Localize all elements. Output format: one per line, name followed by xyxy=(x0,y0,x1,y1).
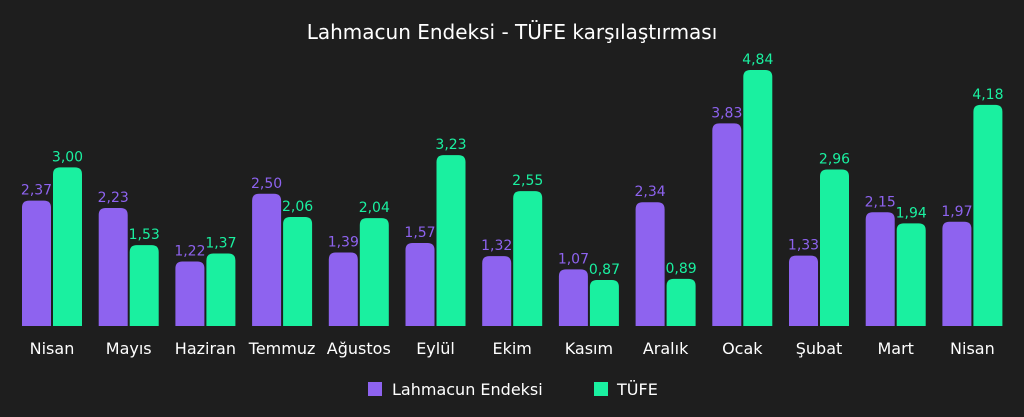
value-label-tufe-6: 3,23 xyxy=(435,137,466,153)
value-label-lahmacun-13: 1,97 xyxy=(941,204,972,220)
value-label-tufe-12: 1,94 xyxy=(896,205,927,221)
value-label-tufe-8: 0,87 xyxy=(589,262,620,278)
bar-tufe-5 xyxy=(359,218,389,326)
category-label-9: Aralık xyxy=(643,339,689,358)
bar-lahmacun-3 xyxy=(175,261,205,326)
bar-tufe-6 xyxy=(436,155,466,326)
bar-tufe-1 xyxy=(53,167,82,326)
category-label-2: Mayıs xyxy=(106,339,152,358)
value-label-tufe-3: 1,37 xyxy=(205,236,236,252)
bar-tufe-2 xyxy=(129,245,159,326)
bar-lahmacun-7 xyxy=(482,256,512,326)
category-label-10: Ocak xyxy=(722,339,763,358)
category-label-4: Temmuz xyxy=(248,339,316,358)
legend-label-tufe: TÜFE xyxy=(616,380,658,399)
category-label-7: Ekim xyxy=(492,339,531,358)
labels-layer: 2,37 3,00 Nisan 2,23 1,53 Mayıs 1,22 1,37 Hazira… xyxy=(21,52,1004,358)
value-label-lahmacun-2: 2,23 xyxy=(98,190,129,206)
bar-lahmacun-1 xyxy=(22,200,51,326)
value-label-lahmacun-1: 2,37 xyxy=(21,183,52,199)
bar-tufe-13 xyxy=(973,104,1003,326)
legend-label-lahmacun: Lahmacun Endeksi xyxy=(392,380,543,399)
bar-tufe-4 xyxy=(283,217,313,326)
value-label-lahmacun-4: 2,50 xyxy=(251,176,282,192)
bar-tufe-9 xyxy=(666,278,696,326)
category-label-13: Nisan xyxy=(950,339,995,358)
value-label-lahmacun-9: 2,34 xyxy=(635,184,666,200)
chart-title: Lahmacun Endeksi - TÜFE karşılaştırması xyxy=(307,20,718,44)
value-label-tufe-7: 2,55 xyxy=(512,173,543,189)
bar-lahmacun-4 xyxy=(252,193,282,326)
value-label-tufe-13: 4,18 xyxy=(972,87,1003,103)
bar-lahmacun-9 xyxy=(635,202,665,326)
category-label-8: Kasım xyxy=(565,339,613,358)
value-label-tufe-2: 1,53 xyxy=(129,227,160,243)
bar-lahmacun-13 xyxy=(942,221,972,326)
bar-tufe-7 xyxy=(513,191,543,326)
bar-lahmacun-2 xyxy=(98,208,128,326)
value-label-tufe-5: 2,04 xyxy=(359,200,390,216)
legend: Lahmacun Endeksi TÜFE xyxy=(368,380,658,399)
value-label-tufe-9: 0,89 xyxy=(666,261,697,277)
value-label-lahmacun-11: 1,33 xyxy=(788,238,819,254)
value-label-lahmacun-8: 1,07 xyxy=(558,251,589,267)
value-label-lahmacun-6: 1,57 xyxy=(404,225,435,241)
bar-tufe-3 xyxy=(206,253,236,326)
legend-swatch-lahmacun xyxy=(368,382,382,396)
value-label-lahmacun-7: 1,32 xyxy=(481,238,512,254)
value-label-tufe-4: 2,06 xyxy=(282,199,313,215)
category-label-6: Eylül xyxy=(416,339,455,358)
category-label-3: Haziran xyxy=(175,339,236,358)
value-label-lahmacun-5: 1,39 xyxy=(328,234,359,250)
value-label-tufe-11: 2,96 xyxy=(819,151,850,167)
bar-lahmacun-6 xyxy=(405,242,435,326)
value-label-tufe-1: 3,00 xyxy=(52,149,83,165)
value-label-tufe-10: 4,84 xyxy=(742,52,773,68)
category-label-5: Ağustos xyxy=(327,339,391,358)
value-label-lahmacun-10: 3,83 xyxy=(711,105,742,121)
bar-lahmacun-11 xyxy=(789,255,818,326)
value-label-lahmacun-12: 2,15 xyxy=(865,194,896,210)
bar-tufe-8 xyxy=(589,279,619,326)
bar-tufe-12 xyxy=(896,223,926,326)
legend-swatch-tufe xyxy=(594,382,608,396)
category-label-1: Nisan xyxy=(30,339,75,358)
category-label-11: Şubat xyxy=(796,339,843,358)
bar-lahmacun-5 xyxy=(328,252,358,326)
value-label-lahmacun-3: 1,22 xyxy=(174,243,205,259)
bar-lahmacun-8 xyxy=(558,269,588,326)
bar-lahmacun-10 xyxy=(712,123,742,327)
bars-layer xyxy=(22,70,1003,327)
category-label-12: Mart xyxy=(877,339,913,358)
bar-lahmacun-12 xyxy=(865,212,895,326)
bar-tufe-11 xyxy=(820,169,849,326)
bar-tufe-10 xyxy=(743,70,773,326)
